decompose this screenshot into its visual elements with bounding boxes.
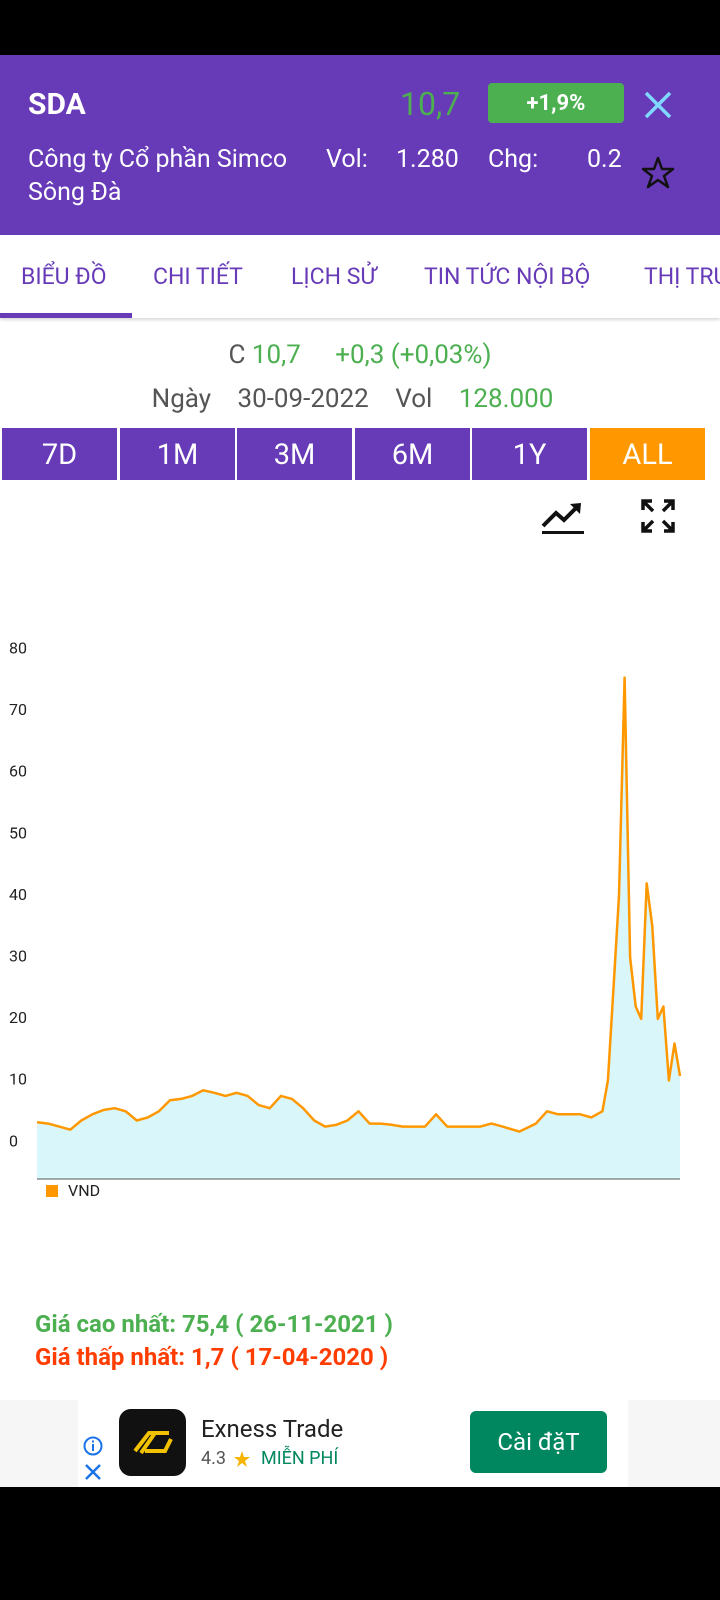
y-tick-label: 40	[9, 885, 27, 904]
tab[interactable]: LỊCH SỬ	[291, 263, 377, 290]
tab[interactable]: BIỂU ĐỒ	[21, 263, 107, 290]
period-button[interactable]: 6M	[355, 428, 470, 480]
app-icon	[119, 1409, 186, 1476]
vol-value: 128.000	[458, 384, 554, 414]
rating-star	[234, 1451, 250, 1467]
date-line: Ngày 30-09-2022 Vol 128.000	[0, 384, 705, 414]
chart: 0102030405060708005/1412/1507/1702/1909/…	[9, 639, 682, 1200]
close-label: C	[228, 340, 246, 370]
price: 10,7	[400, 85, 461, 123]
app-name: Exness Trade	[201, 1415, 344, 1443]
date-value: 30-09-2022	[237, 384, 369, 414]
tab[interactable]: CHI TIẾT	[153, 263, 243, 290]
header: SDA 10,7 +1,9% Công ty Cổ phần Simco Sôn…	[0, 55, 720, 235]
tab-indicator	[0, 313, 132, 318]
high-price: Giá cao nhất: 75,4 ( 26-11-2021 )	[35, 1310, 393, 1338]
ad-banner: Exness Trade 4.3 MIỄN PHÍ Cài đặT	[0, 1400, 720, 1487]
legend-swatch	[46, 1185, 58, 1197]
date-label: Ngày	[151, 384, 212, 414]
navigation-bar	[0, 1487, 720, 1600]
ad-info-icons[interactable]	[82, 1436, 104, 1486]
tab-bar: BIỂU ĐỒ CHI TIẾT LỊCH SỬ TIN TỨC NỘI BỘ …	[0, 235, 720, 318]
y-tick-label: 50	[9, 823, 27, 842]
close-value: 10,7	[251, 340, 301, 370]
install-button[interactable]: Cài đặT	[470, 1411, 607, 1473]
tab[interactable]: THỊ TRƯỜNG	[644, 263, 720, 290]
chg-value: 0.2	[587, 145, 622, 174]
y-tick-label: 20	[9, 1008, 27, 1027]
favorite-star[interactable]	[640, 155, 676, 191]
legend-label: VND	[68, 1181, 100, 1200]
symbol: SDA	[28, 87, 86, 122]
period-button[interactable]: ALL	[590, 428, 705, 480]
y-tick-label: 30	[9, 946, 27, 965]
fullscreen-icon[interactable]	[640, 498, 676, 534]
vol-label: Vol:	[326, 145, 368, 174]
chart-type-icon[interactable]	[540, 498, 586, 538]
company-name: Công ty Cổ phần Simco Sông Đà	[28, 145, 288, 207]
y-tick-label: 10	[9, 1070, 27, 1089]
vol-label: Vol	[395, 384, 433, 414]
line	[36, 676, 682, 1133]
close-button[interactable]	[642, 89, 674, 121]
chg-label: Chg:	[488, 145, 539, 174]
period-button[interactable]: 1Y	[472, 428, 587, 480]
period-button[interactable]: 3M	[237, 428, 352, 480]
area	[37, 677, 680, 1179]
period-button[interactable]: 1M	[120, 428, 235, 480]
tab[interactable]: TIN TỨC NỘI BỘ	[424, 263, 591, 290]
app-rating: 4.3	[201, 1448, 226, 1469]
y-tick-label: 80	[9, 639, 27, 658]
period-selector: 7D 1M 3M 6M 1Y ALL	[0, 428, 720, 480]
y-tick-label: 70	[9, 700, 27, 719]
change-badge: +1,9%	[488, 83, 624, 123]
period-button[interactable]: 7D	[2, 428, 117, 480]
y-tick-label: 0	[9, 1131, 18, 1150]
quote-line: C 10,7 +0,3 (+0,03%)	[0, 340, 720, 370]
low-price: Giá thấp nhất: 1,7 ( 17-04-2020 )	[35, 1343, 389, 1371]
close-change: +0,3 (+0,03%)	[335, 340, 492, 370]
status-bar	[0, 0, 720, 55]
vol-value: 1.280	[396, 145, 459, 174]
y-tick-label: 60	[9, 762, 27, 781]
app-price: MIỄN PHÍ	[261, 1448, 339, 1469]
